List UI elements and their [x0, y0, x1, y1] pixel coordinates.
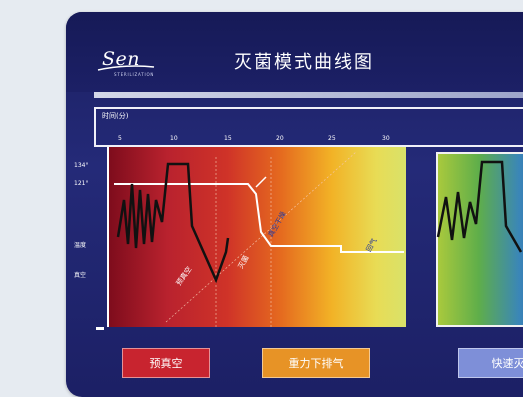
- logo-swoosh-icon: [97, 65, 155, 71]
- curve-overlay: [96, 147, 523, 330]
- legend-prevacuum-button[interactable]: 预真空: [122, 348, 210, 378]
- legend-gravity-button[interactable]: 重力下排气: [262, 348, 370, 378]
- y-axis-label: 真空: [74, 272, 87, 279]
- time-tick: 5: [118, 135, 122, 142]
- y-axis-label: 134°: [74, 162, 89, 169]
- prevacuum-curve-chart: [108, 147, 406, 327]
- time-axis-label: 时间(分): [102, 112, 129, 120]
- time-tick: 30: [382, 135, 390, 142]
- time-axis-box: 时间(分) 5 10 15 20 25 30: [94, 107, 523, 147]
- time-tick: 20: [276, 135, 284, 142]
- time-tick: 10: [170, 135, 178, 142]
- y-axis-label: 121°: [74, 180, 89, 187]
- sterilization-panel: Sen STERILIZATION 灭菌模式曲线图 时间(分) 5 10 15 …: [66, 12, 523, 397]
- header-divider: [94, 92, 523, 98]
- time-tick: 25: [328, 135, 336, 142]
- page-title: 灭菌模式曲线图: [234, 52, 374, 73]
- header-band: [66, 12, 523, 92]
- legend-fast-button[interactable]: 快速灭: [458, 348, 523, 378]
- y-axis-label: 温度: [74, 242, 87, 249]
- time-tick: 15: [224, 135, 232, 142]
- brand-logo: Sen: [102, 48, 140, 70]
- brand-logo-subtitle: STERILIZATION: [114, 72, 155, 77]
